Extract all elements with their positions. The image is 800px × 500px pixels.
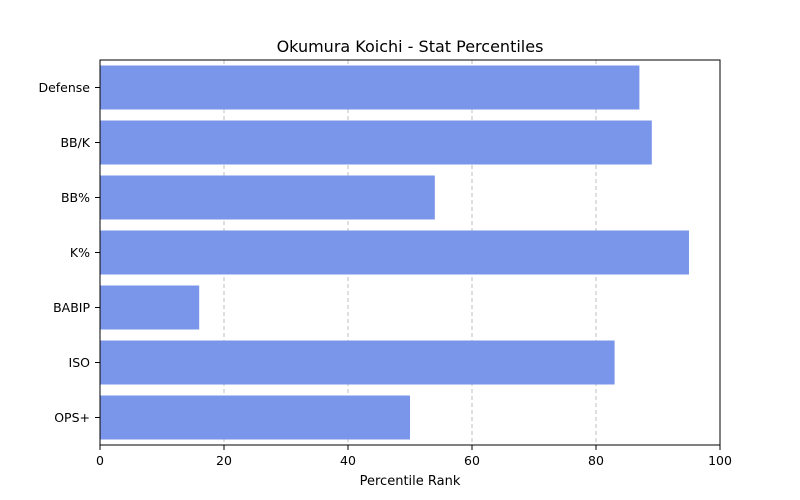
x-axis-title: Percentile Rank xyxy=(360,474,461,489)
y-tick-label: K% xyxy=(70,245,90,260)
x-axis: 0 20 40 60 80 100 xyxy=(96,445,732,468)
chart-title: Okumura Koichi - Stat Percentiles xyxy=(277,37,544,56)
bar xyxy=(100,175,435,220)
x-tick-label: 0 xyxy=(96,453,104,468)
bar xyxy=(100,395,410,440)
bar xyxy=(100,285,200,330)
x-tick-label: 60 xyxy=(464,453,480,468)
bars xyxy=(100,65,689,440)
x-tick-label: 100 xyxy=(708,453,732,468)
y-axis: Defense BB/K BB% K% BABIP ISO OPS+ xyxy=(38,80,100,425)
y-tick-label: BB/K xyxy=(60,135,90,150)
bar xyxy=(100,120,652,165)
bar xyxy=(100,230,689,275)
y-tick-label: ISO xyxy=(69,355,91,370)
y-tick-label: BABIP xyxy=(53,300,90,315)
x-tick-label: 20 xyxy=(216,453,232,468)
y-tick-label: BB% xyxy=(61,190,90,205)
bar xyxy=(100,340,615,385)
y-tick-label: Defense xyxy=(38,80,90,95)
x-tick-label: 80 xyxy=(588,453,604,468)
bar xyxy=(100,65,640,110)
x-tick-label: 40 xyxy=(340,453,356,468)
y-tick-label: OPS+ xyxy=(54,410,90,425)
